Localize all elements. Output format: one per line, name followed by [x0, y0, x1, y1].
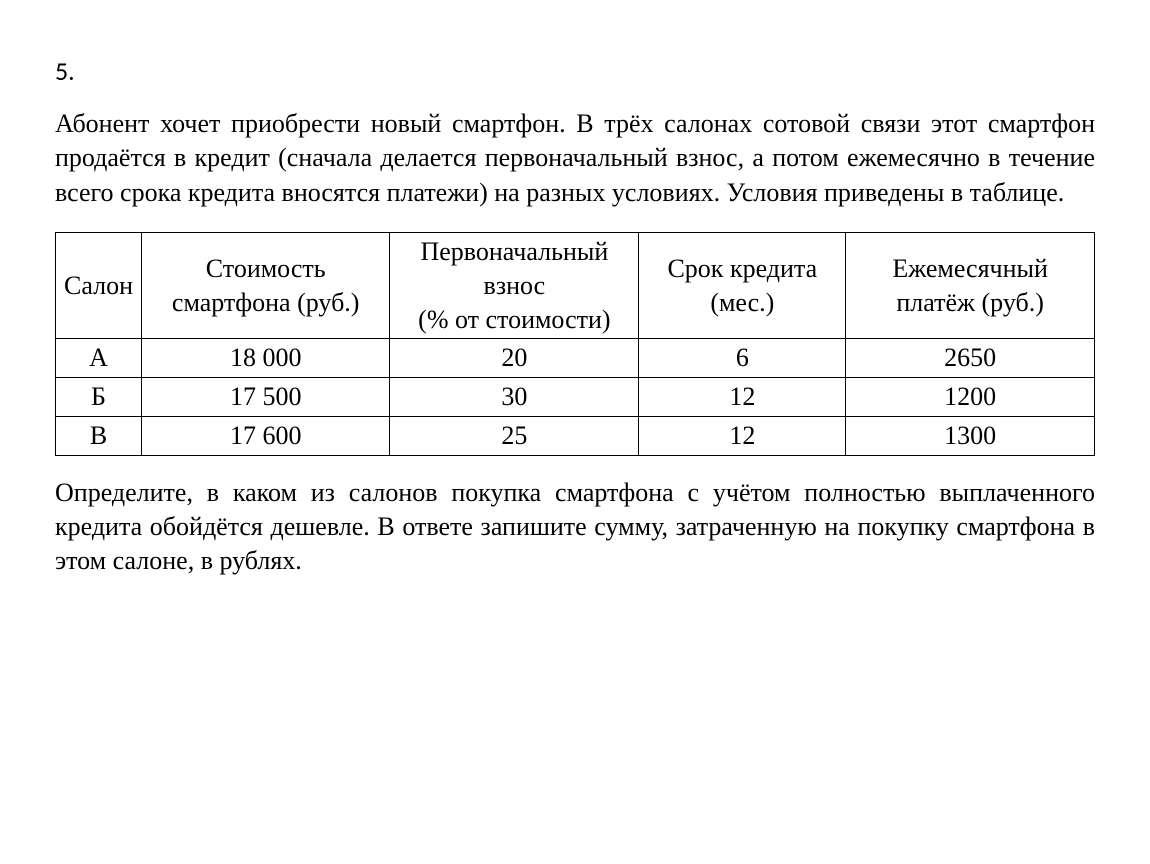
- cell-term: 12: [639, 416, 846, 455]
- cell-monthly: 1200: [846, 378, 1095, 417]
- col-header-down-payment: Первоначальныйвзнос(% от стоимости): [390, 232, 639, 338]
- cell-down-payment: 20: [390, 339, 639, 378]
- conditions-table: Салон Стоимостьсмартфона (руб.) Первонач…: [55, 232, 1095, 456]
- cell-salon: А: [56, 339, 142, 378]
- cell-monthly: 2650: [846, 339, 1095, 378]
- table-row: В 17 600 25 12 1300: [56, 416, 1095, 455]
- problem-question-paragraph: Определите, в каком из салонов покупка с…: [55, 476, 1095, 579]
- col-header-monthly: Ежемесячныйплатёж (руб.): [846, 232, 1095, 338]
- cell-salon: В: [56, 416, 142, 455]
- cell-term: 6: [639, 339, 846, 378]
- table-row: Б 17 500 30 12 1200: [56, 378, 1095, 417]
- cell-salon: Б: [56, 378, 142, 417]
- cell-cost: 18 000: [142, 339, 390, 378]
- col-header-salon: Салон: [56, 232, 142, 338]
- cell-term: 12: [639, 378, 846, 417]
- cell-monthly: 1300: [846, 416, 1095, 455]
- cell-down-payment: 30: [390, 378, 639, 417]
- problem-intro-paragraph: Абонент хочет приобрести новый смартфон.…: [55, 107, 1095, 210]
- col-header-term: Срок кредита(мес.): [639, 232, 846, 338]
- problem-number: 5.: [55, 55, 1095, 87]
- cell-down-payment: 25: [390, 416, 639, 455]
- table-row: А 18 000 20 6 2650: [56, 339, 1095, 378]
- cell-cost: 17 600: [142, 416, 390, 455]
- cell-cost: 17 500: [142, 378, 390, 417]
- table-header-row: Салон Стоимостьсмартфона (руб.) Первонач…: [56, 232, 1095, 338]
- col-header-cost: Стоимостьсмартфона (руб.): [142, 232, 390, 338]
